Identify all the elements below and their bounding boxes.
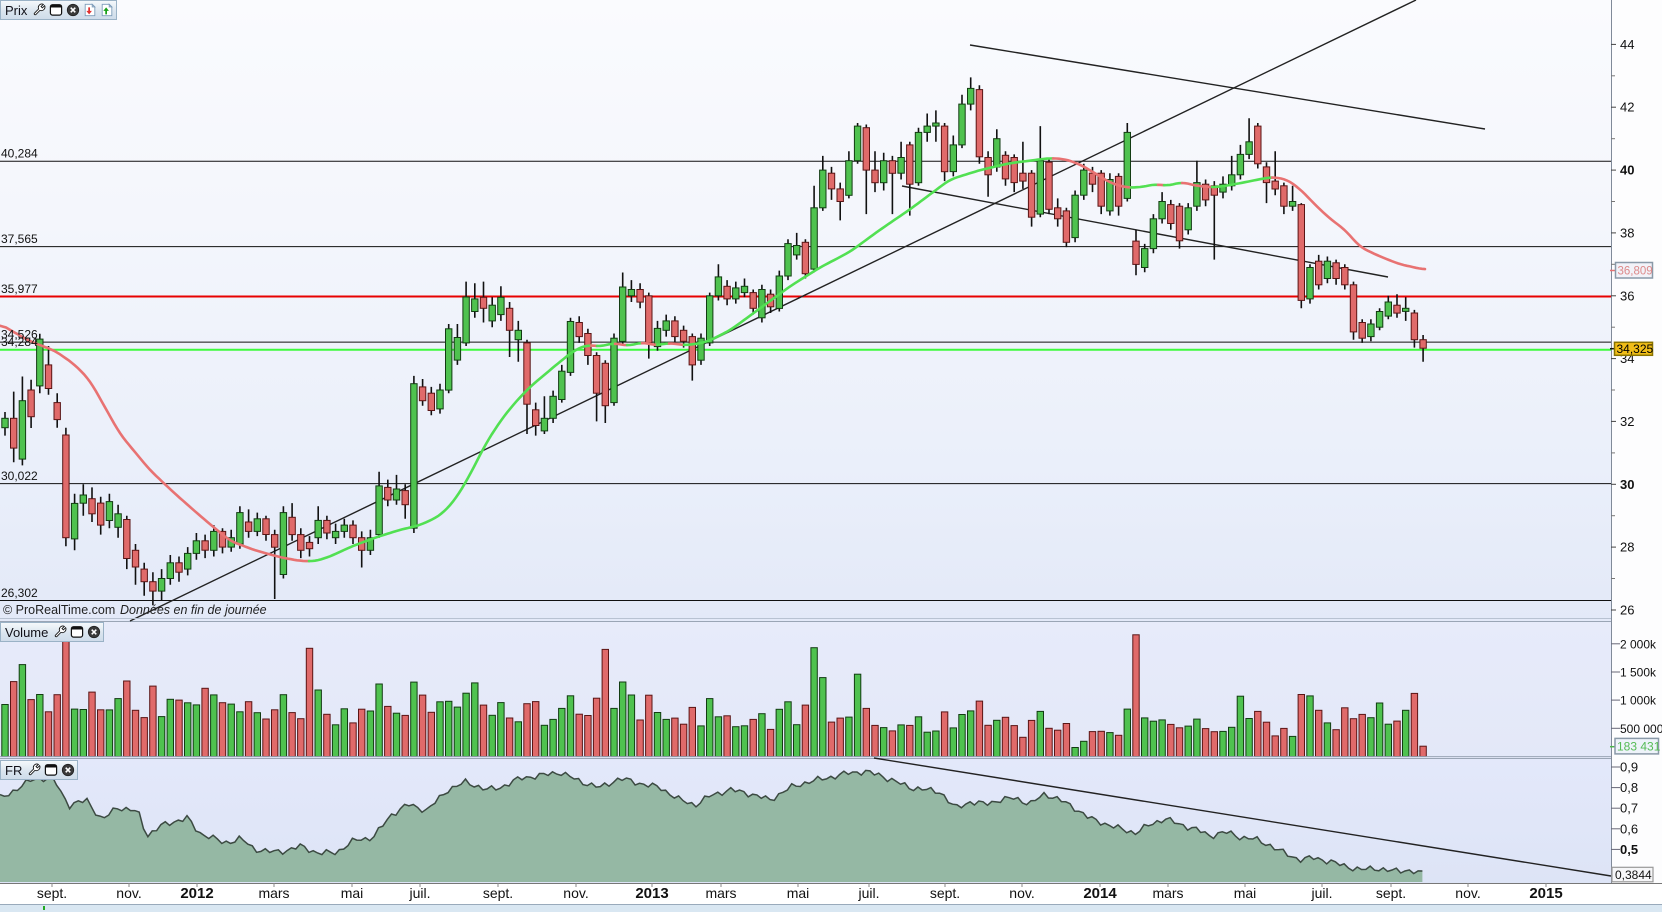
svg-text:35,977: 35,977	[1, 282, 38, 296]
svg-text:Données en fin de journée: Données en fin de journée	[120, 603, 267, 617]
svg-text:36: 36	[1620, 288, 1634, 303]
svg-text:500 000: 500 000	[1620, 722, 1662, 736]
svg-text:34,325: 34,325	[1617, 342, 1654, 356]
svg-text:28: 28	[1620, 540, 1634, 555]
svg-text:30: 30	[1620, 477, 1634, 492]
svg-text:0,5: 0,5	[1620, 842, 1638, 857]
svg-text:mars: mars	[258, 885, 289, 901]
svg-text:2014: 2014	[1083, 885, 1117, 902]
svg-text:sept.: sept.	[1376, 885, 1406, 901]
svg-text:34,284: 34,284	[1, 335, 38, 349]
svg-text:44: 44	[1620, 37, 1634, 52]
svg-text:0,6: 0,6	[1620, 821, 1638, 836]
svg-text:mai: mai	[1234, 885, 1257, 901]
svg-text:42: 42	[1620, 100, 1634, 115]
svg-text:0,7: 0,7	[1620, 801, 1638, 816]
svg-text:sept.: sept.	[930, 885, 960, 901]
svg-text:1 500k: 1 500k	[1620, 666, 1657, 680]
svg-text:juil.: juil.	[857, 885, 879, 901]
svg-text:183 431: 183 431	[1617, 740, 1661, 754]
svg-text:nov.: nov.	[1455, 885, 1480, 901]
svg-text:2013: 2013	[635, 885, 668, 902]
svg-text:mai: mai	[787, 885, 810, 901]
svg-text:40: 40	[1620, 163, 1634, 178]
svg-text:© ProRealTime.com: © ProRealTime.com	[3, 603, 115, 617]
svg-text:2012: 2012	[180, 885, 213, 902]
svg-text:sept.: sept.	[37, 885, 67, 901]
svg-text:mars: mars	[1152, 885, 1183, 901]
svg-text:0,8: 0,8	[1620, 780, 1638, 795]
svg-text:26,302: 26,302	[1, 586, 38, 600]
svg-text:0,9: 0,9	[1620, 760, 1638, 775]
svg-text:38: 38	[1620, 225, 1634, 240]
svg-text:mars: mars	[705, 885, 736, 901]
svg-text:30,022: 30,022	[1, 469, 38, 483]
svg-text:0,3844: 0,3844	[1615, 868, 1652, 882]
svg-text:36,809: 36,809	[1618, 265, 1653, 277]
svg-text:2015: 2015	[1529, 885, 1562, 902]
svg-text:37,565: 37,565	[1, 232, 38, 246]
svg-text:mai: mai	[341, 885, 364, 901]
svg-text:34,526: 34,526	[1, 328, 38, 342]
svg-text:juil.: juil.	[408, 885, 430, 901]
svg-text:sept.: sept.	[483, 885, 513, 901]
svg-text:1 000k: 1 000k	[1620, 694, 1657, 708]
svg-text:juil.: juil.	[1310, 885, 1332, 901]
svg-text:2 000k: 2 000k	[1620, 637, 1657, 651]
svg-text:nov.: nov.	[563, 885, 588, 901]
svg-text:32: 32	[1620, 414, 1634, 429]
svg-text:26: 26	[1620, 603, 1634, 618]
svg-text:nov.: nov.	[1009, 885, 1034, 901]
svg-text:40,284: 40,284	[1, 147, 38, 161]
svg-text:nov.: nov.	[116, 885, 141, 901]
